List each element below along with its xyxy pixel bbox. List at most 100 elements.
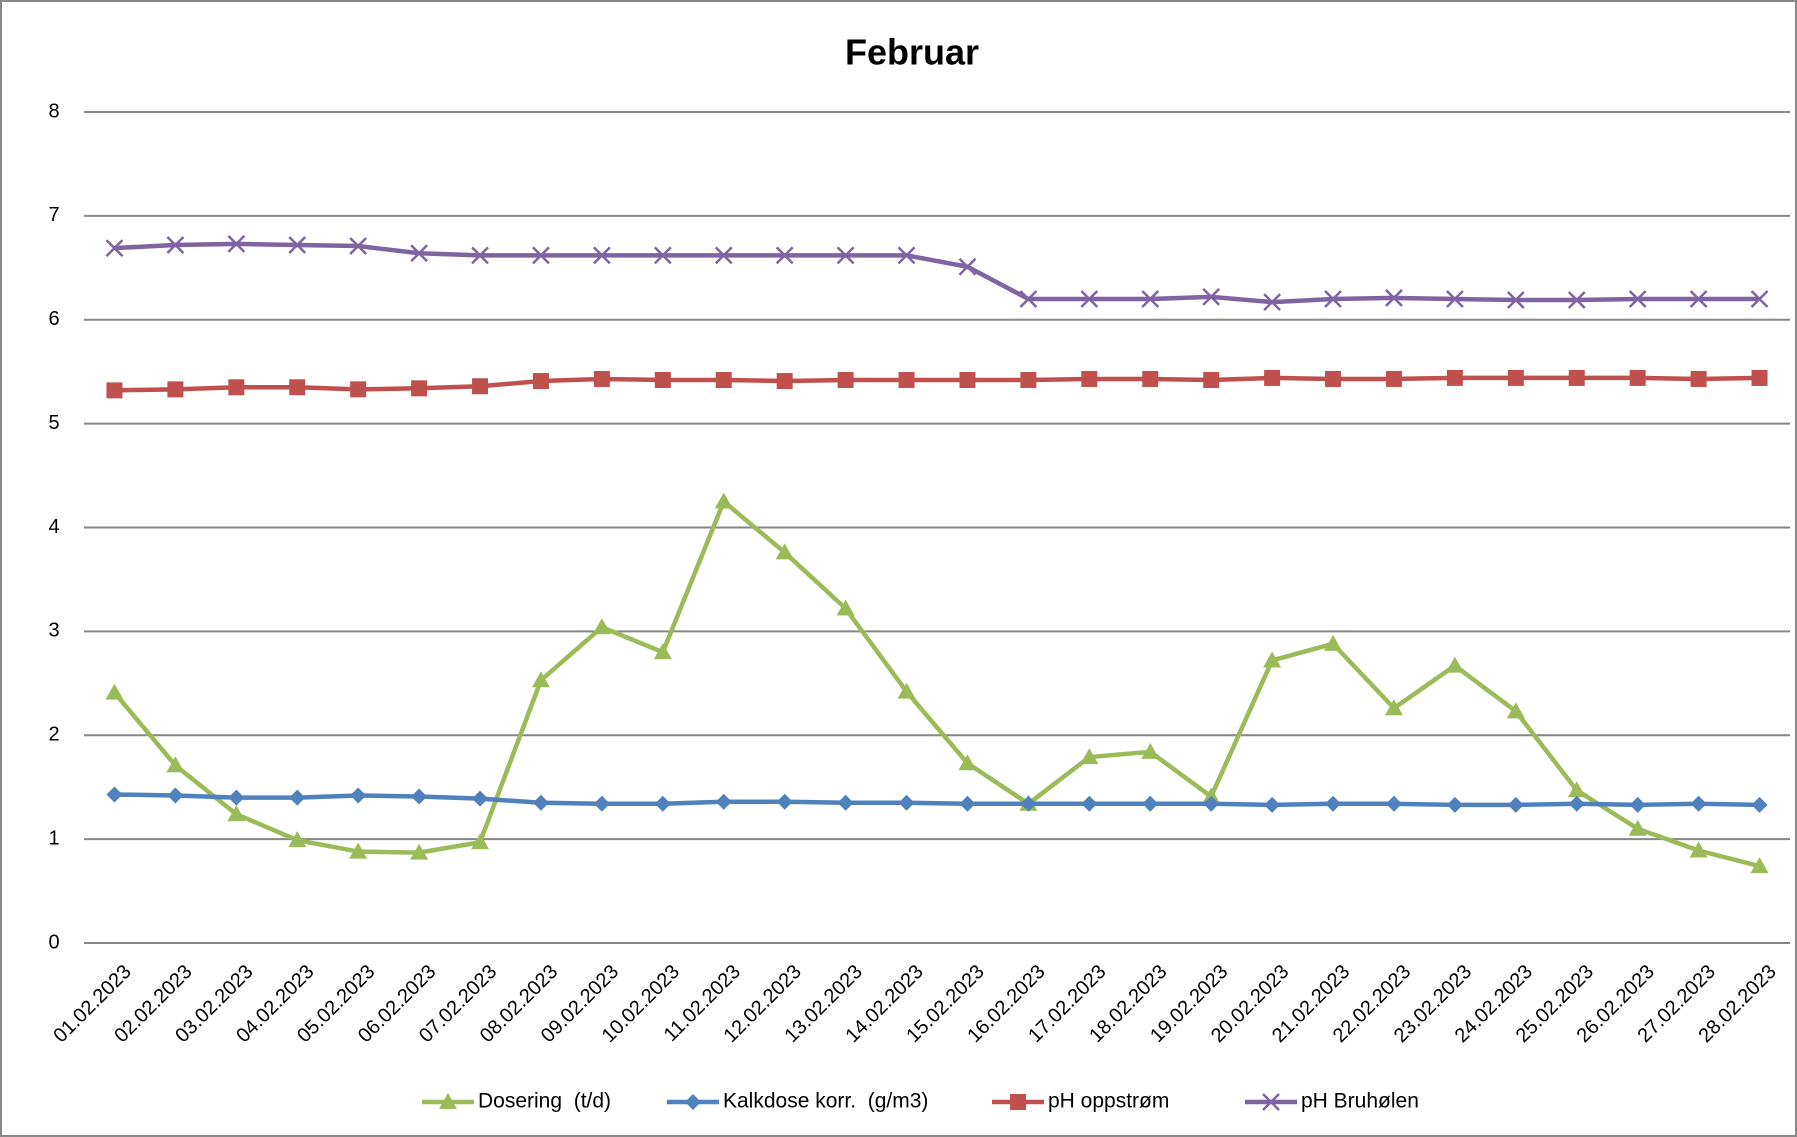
data-point xyxy=(1567,781,1586,798)
data-point xyxy=(106,382,123,399)
data-point xyxy=(775,246,794,265)
data-point xyxy=(714,246,733,265)
data-point xyxy=(714,492,733,509)
data-point xyxy=(532,373,549,390)
data-point xyxy=(106,786,123,803)
series-line xyxy=(114,792,1760,808)
series xyxy=(106,786,1768,813)
data-point xyxy=(1690,795,1707,812)
data-point xyxy=(1446,369,1463,386)
y-tick-label: 5 xyxy=(48,412,59,434)
y-tick-label: 4 xyxy=(48,516,59,538)
data-point xyxy=(1506,291,1525,309)
data-point xyxy=(167,381,184,398)
data-point xyxy=(227,805,246,822)
data-point xyxy=(653,246,672,265)
legend-marker xyxy=(685,1094,701,1110)
data-point xyxy=(1507,796,1524,813)
legend-marker xyxy=(1262,1093,1280,1111)
data-point xyxy=(1324,634,1343,651)
series xyxy=(106,369,1768,399)
data-point xyxy=(471,246,489,265)
data-point xyxy=(837,794,854,811)
data-point xyxy=(411,788,428,805)
data-point xyxy=(1385,795,1402,812)
data-point xyxy=(836,599,855,616)
data-point xyxy=(653,643,672,660)
data-point xyxy=(1325,795,1342,812)
data-point xyxy=(775,543,794,560)
data-point xyxy=(105,683,124,700)
data-point xyxy=(898,794,915,811)
data-point xyxy=(897,246,916,265)
legend-label: pH oppstrøm xyxy=(1048,1090,1169,1113)
data-point xyxy=(1385,370,1402,387)
data-point xyxy=(1507,369,1524,386)
data-point xyxy=(1020,795,1037,812)
legend-item: Kalkdose korr. (g/m3) xyxy=(667,1090,928,1113)
data-point xyxy=(1142,370,1159,387)
data-point xyxy=(654,795,671,812)
y-tick-label: 1 xyxy=(48,827,59,849)
legend-marker xyxy=(439,1093,457,1109)
data-point xyxy=(1568,795,1585,812)
series-line xyxy=(114,241,1760,305)
data-point xyxy=(1203,795,1220,812)
data-point xyxy=(1203,371,1220,388)
data-point xyxy=(1751,369,1768,386)
series xyxy=(105,235,1769,311)
data-point xyxy=(532,794,549,811)
data-point xyxy=(166,756,185,773)
data-point xyxy=(1020,371,1037,388)
data-point xyxy=(776,373,793,390)
data-point xyxy=(1385,289,1403,307)
data-point xyxy=(1689,841,1708,858)
data-point xyxy=(958,257,977,276)
data-point xyxy=(593,795,610,812)
data-point xyxy=(1628,819,1647,836)
data-point xyxy=(837,371,854,388)
data-point xyxy=(471,833,490,850)
legend-item: pH Bruhølen xyxy=(1245,1090,1419,1113)
data-point xyxy=(593,246,611,265)
data-point xyxy=(1629,796,1646,813)
data-point xyxy=(898,371,915,388)
data-point xyxy=(105,239,124,257)
data-point xyxy=(1690,370,1707,387)
data-point xyxy=(532,246,550,265)
data-point xyxy=(959,795,976,812)
data-point xyxy=(1628,290,1647,308)
y-tick-label: 3 xyxy=(48,620,59,642)
data-point xyxy=(289,379,306,396)
chart-title: Februar xyxy=(845,32,979,73)
data-point xyxy=(350,381,367,398)
data-point xyxy=(1750,290,1769,308)
data-point xyxy=(1629,369,1646,386)
data-point xyxy=(349,842,368,859)
data-point xyxy=(1264,369,1281,386)
data-point xyxy=(1080,290,1099,308)
data-point xyxy=(228,379,245,396)
data-point xyxy=(1141,742,1160,759)
data-point xyxy=(1141,290,1160,308)
data-point xyxy=(1324,290,1342,308)
series-line xyxy=(114,375,1760,393)
y-tick-label: 2 xyxy=(48,724,59,746)
data-point xyxy=(1751,796,1768,813)
data-point xyxy=(472,790,489,807)
data-point xyxy=(593,370,610,387)
data-point xyxy=(410,843,429,860)
data-point xyxy=(349,237,368,255)
data-point xyxy=(592,618,611,635)
data-point xyxy=(1750,857,1769,874)
data-point xyxy=(1506,702,1525,719)
data-point xyxy=(959,371,976,388)
data-point xyxy=(1446,290,1464,308)
data-point xyxy=(1325,370,1342,387)
data-point xyxy=(289,789,306,806)
data-point xyxy=(228,789,245,806)
y-tick-label: 0 xyxy=(48,931,59,953)
data-point xyxy=(1446,796,1463,813)
data-point xyxy=(776,793,793,810)
